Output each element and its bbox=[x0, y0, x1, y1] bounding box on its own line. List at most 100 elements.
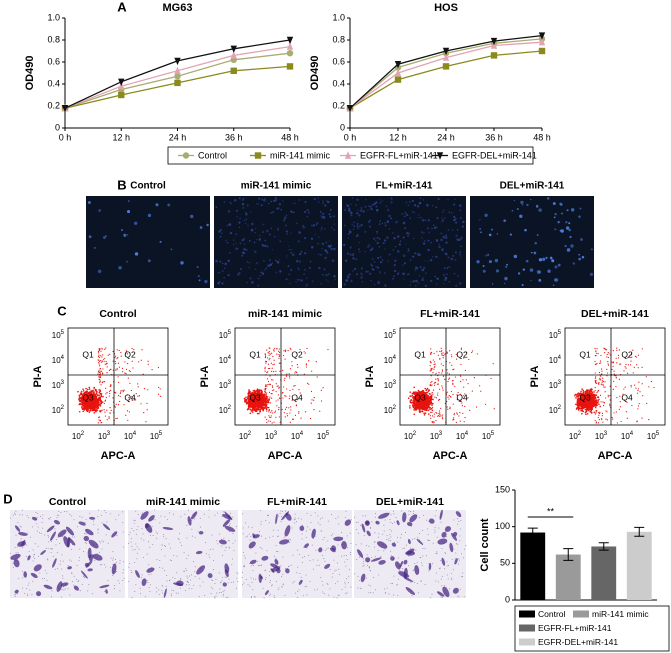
data-point bbox=[230, 67, 237, 74]
event-dot bbox=[251, 394, 253, 397]
cell-nucleus bbox=[249, 277, 252, 280]
event-dot bbox=[267, 357, 269, 359]
event-dot bbox=[92, 399, 95, 402]
cell-nucleus bbox=[219, 235, 222, 238]
event-dot bbox=[257, 400, 260, 402]
event-dot bbox=[271, 367, 273, 369]
event-dot bbox=[431, 421, 433, 423]
event-dot bbox=[450, 396, 452, 398]
event-dot bbox=[278, 353, 280, 356]
cell-nucleus bbox=[406, 213, 409, 217]
cell-nucleus bbox=[395, 220, 398, 224]
event-dot bbox=[423, 414, 426, 416]
cell-nucleus bbox=[317, 197, 319, 199]
cell-nucleus bbox=[289, 282, 291, 285]
cell-nucleus bbox=[384, 248, 386, 250]
event-dot bbox=[102, 381, 104, 383]
event-dot bbox=[109, 407, 111, 409]
event-dot bbox=[412, 404, 414, 406]
event-dot bbox=[264, 353, 266, 355]
event-dot bbox=[460, 381, 462, 383]
event-dot bbox=[431, 380, 433, 383]
event-dot bbox=[432, 406, 434, 408]
cell-nucleus bbox=[261, 272, 265, 275]
cell-nucleus bbox=[503, 219, 507, 223]
x-tick-label: 0 h bbox=[59, 132, 72, 142]
event-dot bbox=[463, 386, 465, 388]
cell-nucleus bbox=[221, 262, 224, 265]
event-dot bbox=[142, 373, 144, 375]
event-dot bbox=[83, 399, 86, 402]
event-dot bbox=[327, 348, 329, 351]
cell-nucleus bbox=[286, 233, 289, 235]
cell-nucleus bbox=[375, 265, 377, 268]
event-dot bbox=[257, 402, 259, 405]
cell-nucleus bbox=[283, 218, 286, 221]
cell-nucleus bbox=[368, 272, 372, 276]
event-dot bbox=[291, 418, 294, 420]
tick-exp: 2 bbox=[81, 431, 85, 437]
cell-nucleus bbox=[320, 215, 322, 217]
cell-nucleus bbox=[285, 278, 288, 281]
cell-nucleus bbox=[348, 273, 351, 276]
event-dot bbox=[86, 390, 88, 393]
event-dot bbox=[100, 360, 102, 362]
event-dot bbox=[100, 422, 102, 424]
cell-nucleus bbox=[318, 266, 321, 270]
cell-nucleus bbox=[536, 234, 539, 236]
event-dot bbox=[137, 395, 139, 397]
event-dot bbox=[101, 382, 103, 384]
event-dot bbox=[90, 406, 92, 408]
event-dot bbox=[112, 350, 114, 353]
cell-nucleus bbox=[350, 279, 353, 283]
event-dot bbox=[275, 400, 277, 402]
event-dot bbox=[282, 369, 284, 371]
event-dot bbox=[99, 365, 101, 367]
event-dot bbox=[131, 360, 133, 362]
event-dot bbox=[309, 417, 312, 420]
event-dot bbox=[121, 367, 124, 369]
cell-nucleus bbox=[390, 197, 393, 200]
event-dot bbox=[319, 410, 321, 412]
cell-nucleus bbox=[453, 272, 456, 275]
cell-nucleus bbox=[248, 262, 250, 264]
cell-nucleus bbox=[263, 259, 265, 262]
event-dot bbox=[110, 389, 112, 391]
event-dot bbox=[284, 408, 287, 410]
event-dot bbox=[97, 398, 100, 400]
cell-nucleus bbox=[320, 253, 322, 256]
event-dot bbox=[452, 403, 454, 405]
event-dot bbox=[433, 368, 435, 370]
cell-nucleus bbox=[352, 257, 355, 260]
event-dot bbox=[93, 408, 95, 411]
event-dot bbox=[435, 420, 437, 422]
event-dot bbox=[262, 395, 265, 398]
cell-nucleus bbox=[301, 224, 304, 227]
event-dot bbox=[93, 394, 96, 397]
cell-nucleus bbox=[239, 217, 241, 220]
event-dot bbox=[248, 404, 250, 407]
cell-nucleus bbox=[580, 238, 583, 241]
cell-nucleus bbox=[356, 198, 359, 201]
cell-nucleus bbox=[304, 226, 307, 229]
event-dot bbox=[432, 372, 434, 374]
event-dot bbox=[428, 413, 430, 415]
cell-nucleus bbox=[402, 236, 405, 239]
event-dot bbox=[272, 386, 274, 388]
event-dot bbox=[422, 402, 425, 405]
cell-nucleus bbox=[372, 237, 376, 240]
event-dot bbox=[268, 415, 270, 417]
event-dot bbox=[97, 352, 100, 354]
y-tick-label: 0.4 bbox=[47, 78, 60, 88]
cell-nucleus bbox=[317, 201, 320, 204]
cell-nucleus bbox=[538, 208, 542, 212]
event-dot bbox=[270, 397, 273, 399]
event-dot bbox=[320, 389, 322, 391]
cell-nucleus bbox=[371, 204, 374, 206]
event-dot bbox=[288, 398, 290, 400]
cell-nucleus bbox=[349, 253, 352, 256]
event-dot bbox=[146, 409, 148, 411]
event-dot bbox=[289, 389, 291, 392]
event-dot bbox=[473, 376, 476, 379]
event-dot bbox=[266, 410, 268, 412]
